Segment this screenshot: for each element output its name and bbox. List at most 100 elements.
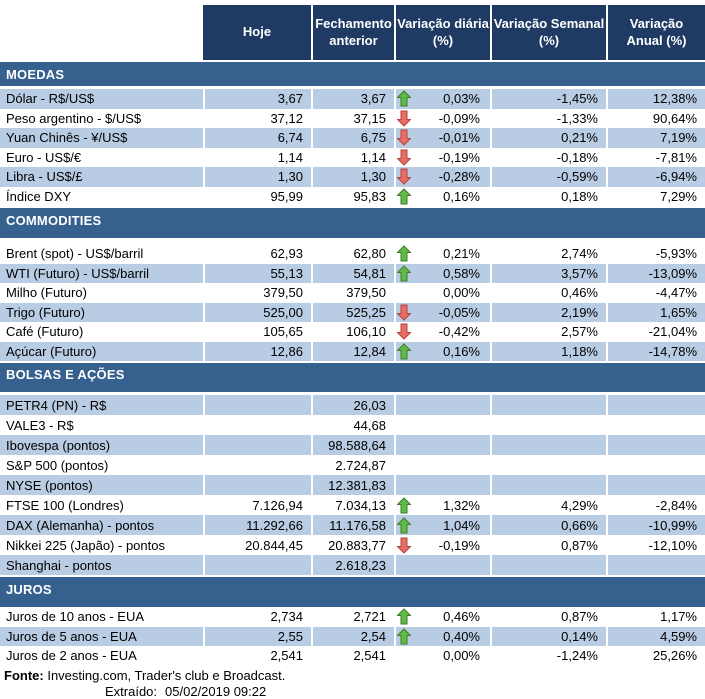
table-row: Juros de 10 anos - EUA 2,734 2,721 0,46% 0,8… [0, 607, 705, 627]
table-row: FTSE 100 (Londres) 7.126,94 7.034,13 1,32% 4… [0, 495, 705, 515]
cell-variacao-anual [606, 475, 705, 495]
arrow-up-icon [397, 89, 411, 109]
cell-variacao-anual: 12,38% [606, 89, 705, 109]
row-label: Ibovespa (pontos) [0, 435, 203, 455]
cell-variacao-diaria [394, 435, 490, 455]
source-line: Fonte: Investing.com, Trader's club e Br… [0, 666, 705, 683]
cell-variacao-semanal [490, 435, 606, 455]
arrow-down-icon [397, 322, 411, 342]
table-row: DAX (Alemanha) - pontos 11.292,66 11.176,5… [0, 515, 705, 535]
cell-variacao-anual: -6,94% [606, 167, 705, 187]
cell-variacao-diaria: 0,16% [394, 186, 490, 207]
cell-variacao-semanal: 0,87% [490, 535, 606, 555]
cell-hoje: 95,99 [203, 186, 311, 206]
cell-hoje: 379,50 [203, 283, 311, 303]
table-row: Brent (spot) - US$/barril 62,93 62,80 0,21%… [0, 244, 705, 264]
variacao-diaria-value: -0,05% [438, 304, 480, 320]
cell-variacao-anual: -21,04% [606, 322, 705, 342]
cell-variacao-diaria [394, 415, 490, 435]
row-label: Açúcar (Futuro) [0, 341, 203, 361]
cell-hoje: 11.292,66 [203, 515, 311, 535]
cell-variacao-diaria: 0,58% [394, 263, 490, 284]
cell-variacao-diaria [394, 555, 490, 575]
cell-variacao-diaria [394, 475, 490, 495]
cell-variacao-anual [606, 435, 705, 455]
cell-variacao-semanal: 0,46% [490, 283, 606, 303]
variacao-diaria-value: 0,16% [443, 188, 480, 204]
cell-variacao-anual: 7,29% [606, 186, 705, 206]
cell-hoje: 55,13 [203, 263, 311, 283]
column-header-variacao-diaria: Variação diária (%) [394, 5, 490, 60]
cell-fechamento: 3,67 [311, 89, 394, 109]
source-text: Investing.com, Trader's club e Broadcast… [43, 667, 286, 683]
cell-fechamento: 1,30 [311, 167, 394, 187]
variacao-diaria-value: -0,28% [438, 169, 480, 185]
table-row: Milho (Futuro) 379,50 379,50 0,00% 0,46% -4,4… [0, 283, 705, 303]
cell-hoje: 1,30 [203, 167, 311, 187]
cell-variacao-semanal [490, 415, 606, 435]
cell-variacao-semanal [490, 475, 606, 495]
cell-variacao-semanal: 4,29% [490, 495, 606, 515]
column-header-fechamento: Fechamento anterior [311, 5, 394, 60]
table-row: Café (Futuro) 105,65 106,10 -0,42% 2,57% -21,… [0, 322, 705, 342]
cell-hoje [203, 395, 311, 415]
row-label: WTI (Futuro) - US$/barril [0, 263, 203, 283]
cell-variacao-anual: -7,81% [606, 147, 705, 167]
table-row: Ibovespa (pontos) 98.588,64 [0, 435, 705, 455]
cell-variacao-semanal: 1,18% [490, 341, 606, 361]
cell-variacao-anual: -13,09% [606, 263, 705, 283]
cell-hoje: 12,86 [203, 341, 311, 361]
column-header-variacao-anual: Variação Anual (%) [606, 5, 705, 60]
table-row: Yuan Chinês - ¥/US$ 6,74 6,75 -0,01% 0,21% 7,… [0, 128, 705, 148]
cell-hoje [203, 415, 311, 435]
row-label: Peso argentino - $/US$ [6, 110, 142, 126]
variacao-diaria-value: 0,40% [443, 628, 480, 644]
table-row: WTI (Futuro) - US$/barril 55,13 54,81 0,58%… [0, 263, 705, 284]
cell-variacao-anual: -10,99% [606, 515, 705, 535]
cell-hoje: 2,541 [203, 646, 311, 666]
row-label: Shanghai - pontos [0, 555, 203, 575]
cell-variacao-anual: -12,10% [606, 535, 705, 555]
row-label: Brent (spot) - US$/barril [6, 246, 144, 262]
cell-fechamento: 20.883,77 [311, 535, 394, 555]
cell-variacao-diaria: 0,46% [394, 607, 490, 627]
cell-fechamento: 98.588,64 [311, 435, 394, 455]
arrow-up-icon [397, 495, 411, 515]
cell-variacao-diaria: 1,04% [394, 515, 490, 535]
source-label: Fonte: [4, 667, 44, 683]
row-label: Libra - US$/£ [0, 167, 203, 187]
arrow-down-icon [397, 148, 411, 168]
cell-fechamento: 95,83 [311, 186, 394, 206]
table-row: Trigo (Futuro) 525,00 525,25 -0,05% 2,19% 1,6… [0, 302, 705, 322]
cell-fechamento: 54,81 [311, 263, 394, 283]
cell-variacao-anual [606, 455, 705, 475]
cell-variacao-semanal: 0,87% [490, 607, 606, 627]
cell-hoje [203, 555, 311, 575]
arrow-up-icon [397, 264, 411, 284]
cell-variacao-anual [606, 395, 705, 415]
row-label: PETR4 (PN) - R$ [0, 395, 203, 415]
arrow-up-icon [397, 187, 411, 207]
table-row: VALE3 - R$ 44,68 [0, 415, 705, 435]
table-row: Juros de 2 anos - EUA 2,541 2,541 0,00% -1,2… [0, 646, 705, 666]
extracted-timestamp: 05/02/2019 09:22 [165, 683, 267, 699]
cell-variacao-diaria: 0,40% [394, 626, 490, 646]
cell-fechamento: 379,50 [311, 283, 394, 303]
variacao-diaria-value: 0,03% [443, 91, 480, 107]
cell-variacao-diaria: -0,01% [394, 128, 490, 148]
cell-hoje [203, 475, 311, 495]
cell-variacao-anual: 7,19% [606, 128, 705, 148]
cell-variacao-diaria: 0,00% [394, 283, 490, 303]
cell-fechamento: 26,03 [311, 395, 394, 415]
row-label: Nikkei 225 (Japão) - pontos [6, 537, 165, 553]
cell-hoje: 105,65 [203, 322, 311, 342]
cell-hoje: 20.844,45 [203, 535, 311, 555]
row-label: FTSE 100 (Londres) [6, 497, 124, 513]
arrow-up-icon [397, 515, 411, 535]
arrow-down-icon [397, 167, 411, 187]
cell-fechamento: 11.176,58 [311, 515, 394, 535]
cell-hoje: 6,74 [203, 128, 311, 148]
row-label: Café (Futuro) [6, 324, 84, 340]
cell-hoje: 525,00 [203, 302, 311, 322]
cell-hoje [203, 455, 311, 475]
